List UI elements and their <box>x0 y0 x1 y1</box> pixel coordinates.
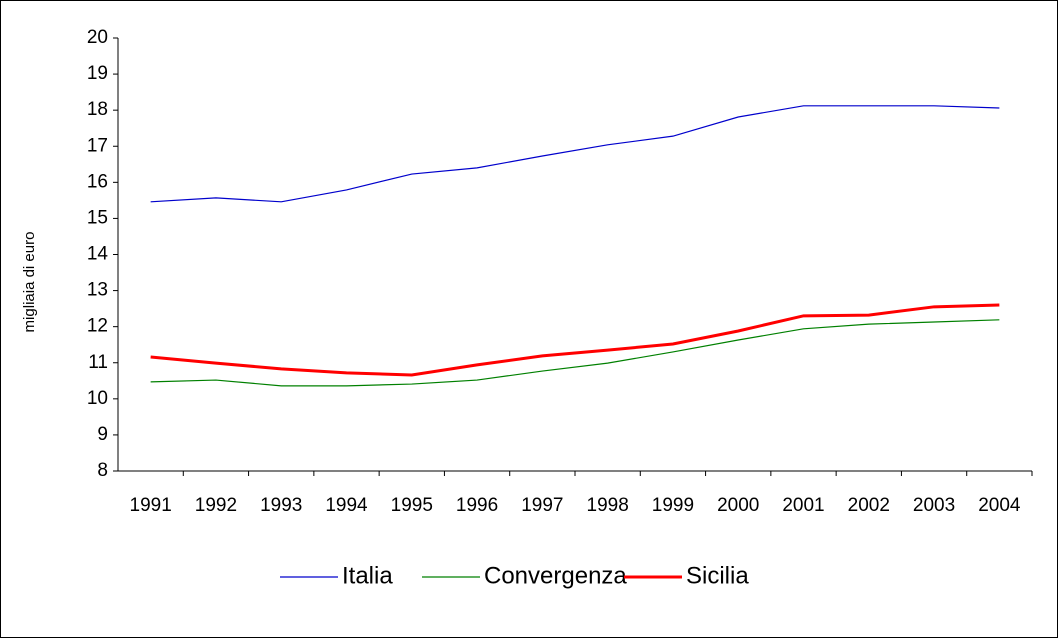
y-tick-label: 11 <box>88 352 108 373</box>
x-tick-label: 1991 <box>130 495 172 516</box>
line-series <box>150 303 1000 377</box>
x-tick-label: 2001 <box>782 495 824 516</box>
y-tick-label: 17 <box>87 135 108 156</box>
x-tick-label: 1995 <box>391 495 433 516</box>
y-tick-label: 15 <box>87 207 108 228</box>
y-tick-label: 8 <box>97 460 108 481</box>
x-tick-label: 2004 <box>978 495 1021 516</box>
y-tick-label: 18 <box>87 99 108 120</box>
y-tick-label: 16 <box>87 171 108 192</box>
x-tick-label: 2002 <box>848 495 890 516</box>
x-tick-label: 1999 <box>652 495 694 516</box>
x-tick-label: 1992 <box>195 495 237 516</box>
x-tick-label: 1997 <box>521 495 563 516</box>
x-tick-label: 1993 <box>260 495 302 516</box>
line-series <box>150 105 1000 203</box>
y-tick-label: 12 <box>87 316 108 337</box>
y-tick-label: 19 <box>87 63 108 84</box>
y-tick-label: 14 <box>87 244 109 265</box>
y-tick-label: 13 <box>87 280 108 301</box>
line-series <box>150 319 1000 387</box>
y-tick-label: 9 <box>97 424 108 445</box>
legend-label: Italia <box>342 562 393 589</box>
legend-label: Convergenza <box>484 562 627 589</box>
legend-label: Sicilia <box>686 562 749 589</box>
y-axis-label: migliaia di euro <box>21 232 38 333</box>
x-tick-label: 1998 <box>587 495 629 516</box>
y-tick-label: 20 <box>87 27 108 48</box>
x-tick-label: 1994 <box>325 495 368 516</box>
y-tick-label: 10 <box>87 388 108 409</box>
x-tick-label: 2000 <box>717 495 759 516</box>
x-tick-label: 2003 <box>913 495 955 516</box>
x-tick-label: 1996 <box>456 495 498 516</box>
